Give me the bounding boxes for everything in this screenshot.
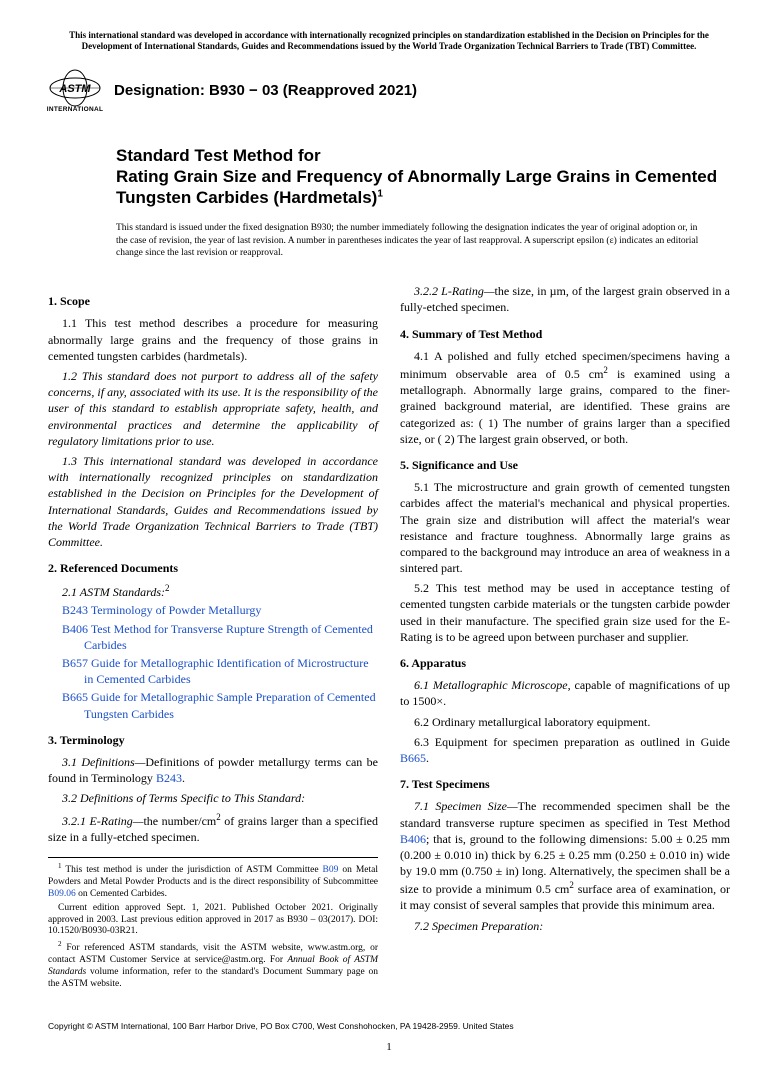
para-4-1: 4.1 A polished and fully etched specimen… (400, 348, 730, 447)
footnote-1b: Current edition approved Sept. 1, 2021. … (48, 903, 378, 939)
heading-refs: 2. Referenced Documents (48, 560, 378, 576)
para-5-2: 5.2 This test method may be used in acce… (400, 580, 730, 645)
footnote-1: 1 This test method is under the jurisdic… (48, 862, 378, 901)
para-6-1: 6.1 Metallographic Microscope, capable o… (400, 677, 730, 709)
page-number: 1 (48, 1040, 730, 1055)
para-1-1: 1.1 This test method describes a procedu… (48, 315, 378, 364)
title-block: Standard Test Method for Rating Grain Si… (116, 145, 730, 209)
designation: Designation: B930 − 03 (Reapproved 2021) (114, 81, 417, 101)
para-3-2: 3.2 Definitions of Terms Specific to Thi… (48, 790, 378, 806)
para-5-1: 5.1 The microstructure and grain growth … (400, 479, 730, 576)
ref-item: B243 Terminology of Powder Metallurgy (48, 602, 378, 618)
title-line1: Standard Test Method for (116, 146, 321, 165)
heading-scope: 1. Scope (48, 293, 378, 309)
heading-summary: 4. Summary of Test Method (400, 326, 730, 342)
issue-note: This standard is issued under the fixed … (116, 222, 710, 259)
top-notice: This international standard was develope… (48, 30, 730, 53)
subhead-2-1: 2.1 ASTM Standards:2 (48, 582, 378, 600)
body-columns: 1. Scope 1.1 This test method describes … (48, 283, 730, 991)
header-row: ASTM INTERNATIONAL Designation: B930 − 0… (48, 67, 730, 117)
para-7-1: 7.1 Specimen Size—The recommended specim… (400, 798, 730, 913)
copyright: Copyright © ASTM International, 100 Barr… (48, 1021, 730, 1032)
para-6-2: 6.2 Ordinary metallurgical laboratory eq… (400, 714, 730, 730)
para-6-3: 6.3 Equipment for specimen preparation a… (400, 734, 730, 766)
footnotes: 1 This test method is under the jurisdic… (48, 857, 378, 991)
para-1-2: 1.2 This standard does not purport to ad… (48, 368, 378, 449)
ref-item: B657 Guide for Metallographic Identifica… (48, 655, 378, 687)
para-3-2-2: 3.2.2 L-Rating—the size, in µm, of the l… (400, 283, 730, 315)
heading-significance: 5. Significance and Use (400, 457, 730, 473)
astm-logo: ASTM INTERNATIONAL (48, 67, 102, 117)
svg-text:ASTM: ASTM (58, 83, 91, 95)
heading-apparatus: 6. Apparatus (400, 655, 730, 671)
para-3-1: 3.1 Definitions—Definitions of powder me… (48, 754, 378, 786)
para-3-2-1: 3.2.1 E-Rating—the number/cm2 of grains … (48, 811, 378, 845)
heading-specimens: 7. Test Specimens (400, 776, 730, 792)
title-line2: Rating Grain Size and Frequency of Abnor… (116, 167, 717, 207)
ref-item: B406 Test Method for Transverse Rupture … (48, 621, 378, 653)
ref-list: B243 Terminology of Powder Metallurgy B4… (48, 602, 378, 721)
title-sup: 1 (377, 188, 383, 199)
para-7-2: 7.2 Specimen Preparation: (400, 918, 730, 934)
heading-terminology: 3. Terminology (48, 732, 378, 748)
footnote-2: 2 For referenced ASTM standards, visit t… (48, 940, 378, 991)
para-1-3: 1.3 This international standard was deve… (48, 453, 378, 550)
logo-label: INTERNATIONAL (47, 106, 104, 115)
ref-item: B665 Guide for Metallographic Sample Pre… (48, 689, 378, 721)
